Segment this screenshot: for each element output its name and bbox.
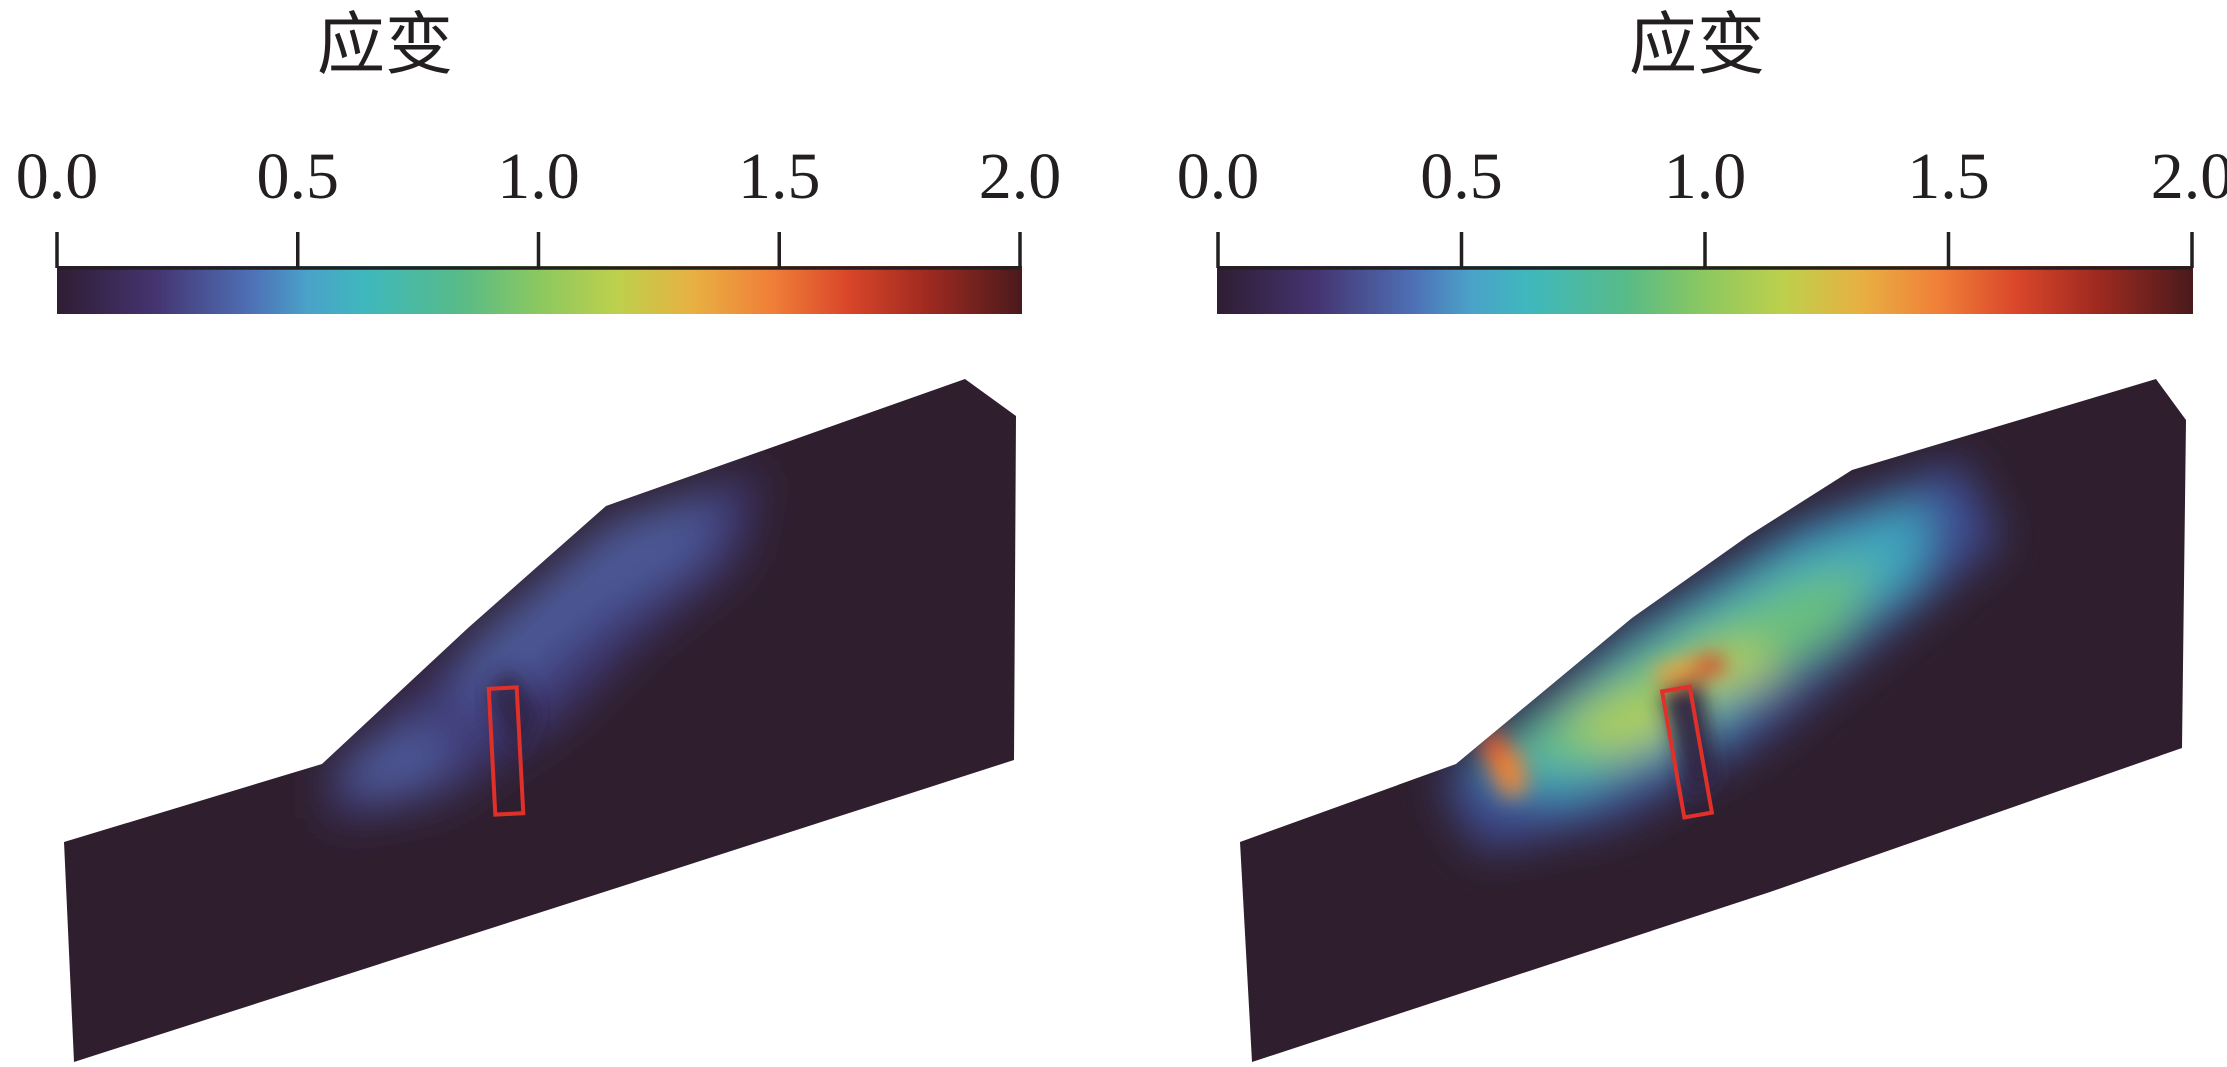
right-colorbar-ticks: 0.0 0.5 1.0 1.5 2.0 <box>1177 140 2227 270</box>
left-colorbar-tick-label: 0.0 <box>16 140 99 213</box>
left-colorbar-title: 应变 <box>317 6 453 85</box>
left-colorbar-tick-label: 0.5 <box>257 140 340 213</box>
right-colorbar-tick-label: 2.0 <box>2151 140 2227 213</box>
left-colorbar-tick-label: 1.0 <box>497 140 580 213</box>
left-colorbar <box>57 266 1022 314</box>
right-colorbar-tick-label: 1.5 <box>1907 140 1990 213</box>
left-colorbar-ticks: 0.0 0.5 1.0 1.5 2.0 <box>16 140 1062 270</box>
right-pile-outline <box>1659 684 1715 820</box>
right-colorbar-title: 应变 <box>1629 6 1765 85</box>
left-pile-outline <box>486 685 526 817</box>
right-colorbar <box>1217 266 2193 314</box>
right-colorbar-gradient <box>1217 266 2193 314</box>
left-panel: 应变 0.0 0.5 1.0 1.5 2.0 <box>16 6 1062 1062</box>
right-panel: 应变 0.0 0.5 1.0 1.5 2.0 <box>1177 6 2227 1062</box>
left-colorbar-tick-label: 1.5 <box>738 140 821 213</box>
left-colorbar-gradient <box>57 266 1022 314</box>
right-colorbar-tick-label: 0.5 <box>1420 140 1503 213</box>
left-slope-strain-field <box>64 379 1016 1062</box>
right-slope-strain-field <box>1240 379 2186 1062</box>
right-colorbar-tick-label: 0.0 <box>1177 140 1260 213</box>
right-colorbar-tick-label: 1.0 <box>1664 140 1747 213</box>
left-colorbar-tick-label: 2.0 <box>979 140 1062 213</box>
